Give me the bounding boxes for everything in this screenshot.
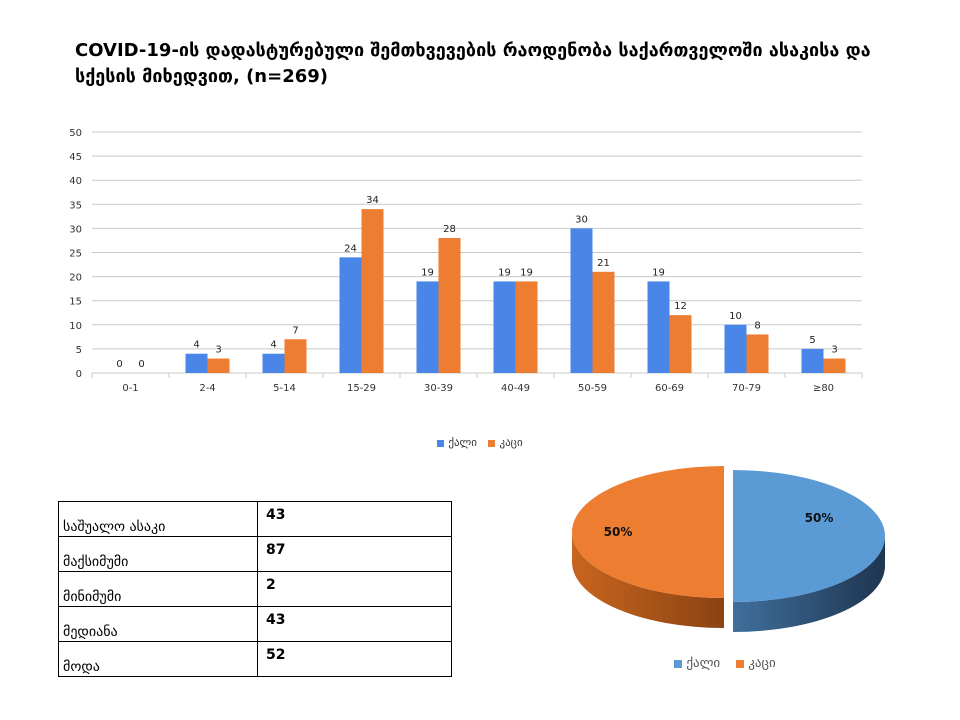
x-tick-label: 60-69: [655, 383, 684, 394]
y-tick-label: 25: [69, 249, 82, 260]
legend-swatch-female: [437, 439, 445, 447]
data-label: 0: [116, 359, 122, 370]
stat-label: მოდა: [58, 641, 258, 677]
data-label: 7: [292, 325, 298, 336]
data-label: 4: [193, 340, 199, 351]
x-tick-label: 0-1: [122, 383, 138, 394]
table-row: მაქსიმუმი 87: [58, 536, 452, 572]
pie-legend-label-male: კაცი: [748, 656, 776, 671]
x-tick-label: 50-59: [578, 383, 607, 394]
bar-male: [669, 315, 692, 373]
pie-slice-female: [733, 470, 885, 602]
stat-value: 52: [257, 641, 452, 677]
x-tick-label: 2-4: [199, 383, 215, 394]
bar-female: [416, 281, 439, 373]
data-label: 3: [831, 345, 837, 356]
stat-label: მინიმუმი: [58, 571, 258, 607]
data-label: 12: [674, 301, 687, 312]
data-label: 3: [215, 345, 221, 356]
data-label: 19: [421, 267, 434, 278]
data-label: 28: [443, 224, 456, 235]
x-tick-label: 5-14: [273, 383, 296, 394]
data-label: 21: [597, 258, 610, 269]
stat-label: მაქსიმუმი: [58, 536, 258, 572]
legend-item-male: კაცი: [488, 436, 523, 449]
pie-legend: ქალი კაცი: [560, 656, 890, 671]
pie-legend-item-male: კაცი: [736, 656, 776, 671]
legend-item-female: ქალი: [437, 436, 477, 449]
pie-slice-side-male: [572, 532, 724, 628]
pie-legend-swatch-female: [674, 659, 683, 668]
stat-value: 43: [257, 501, 452, 537]
bar-female: [570, 228, 593, 373]
y-tick-label: 10: [69, 321, 82, 332]
stat-value: 2: [257, 571, 452, 607]
stat-value: 43: [257, 606, 452, 642]
x-tick-label: 15-29: [347, 383, 376, 394]
bar-female: [185, 353, 208, 373]
bar-legend: ქალი კაცი: [0, 436, 960, 449]
data-label: 19: [498, 267, 511, 278]
bar-female: [339, 257, 362, 373]
bar-male: [746, 334, 769, 373]
x-tick-label: ≥80: [813, 383, 834, 394]
bar-female: [262, 353, 285, 373]
y-tick-label: 20: [69, 273, 82, 284]
chart-title: COVID-19-ის დადასტურებული შემთხვევების რ…: [75, 40, 871, 87]
data-label: 34: [366, 195, 379, 206]
bar-female: [801, 348, 824, 373]
table-row: მედიანა 43: [58, 606, 452, 642]
y-tick-label: 35: [69, 200, 82, 211]
data-label: 24: [344, 243, 357, 254]
y-tick-label: 30: [69, 224, 82, 235]
pie-legend-label-female: ქალი: [686, 656, 721, 671]
pie-legend-swatch-male: [736, 659, 745, 668]
legend-label-male: კაცი: [499, 436, 523, 449]
pie-slice-side-female: [733, 536, 885, 632]
table-row: მოდა 52: [58, 641, 452, 677]
pie-label-male: 50%: [604, 525, 633, 539]
stat-label: მედიანა: [58, 606, 258, 642]
data-label: 8: [754, 320, 760, 331]
data-label: 4: [270, 340, 276, 351]
bar-male: [284, 339, 307, 373]
pie-label-female: 50%: [805, 511, 834, 525]
stat-label: საშუალო ასაკი: [58, 501, 258, 537]
data-label: 19: [520, 267, 533, 278]
legend-label-female: ქალი: [448, 436, 477, 449]
legend-swatch-male: [488, 439, 496, 447]
bar-male: [823, 358, 846, 373]
x-tick-label: 70-79: [732, 383, 761, 394]
pie-slice-male: [572, 466, 724, 598]
x-tick-label: 40-49: [501, 383, 530, 394]
data-label: 19: [652, 267, 665, 278]
stat-value: 87: [257, 536, 452, 572]
bar-female: [724, 324, 747, 373]
bar-male: [515, 281, 538, 373]
y-tick-label: 45: [69, 152, 82, 163]
y-tick-label: 0: [76, 369, 82, 380]
data-label: 5: [809, 335, 815, 346]
y-tick-label: 40: [69, 176, 82, 187]
y-tick-label: 15: [69, 297, 82, 308]
y-tick-label: 5: [76, 345, 82, 356]
pie-chart: 50% 50%: [572, 466, 885, 632]
bar-female: [493, 281, 516, 373]
bar-male: [592, 271, 615, 373]
table-row: საშუალო ასაკი 43: [58, 501, 452, 537]
stats-table: საშუალო ასაკი 43 მაქსიმუმი 87 მინიმუმი 2…: [58, 501, 452, 677]
bar-male: [207, 358, 230, 373]
data-label: 0: [138, 359, 144, 370]
bar-female: [647, 281, 670, 373]
bar-male: [361, 209, 384, 373]
bar-male: [438, 238, 461, 373]
y-tick-label: 50: [69, 128, 82, 139]
data-label: 30: [575, 214, 588, 225]
x-tick-label: 30-39: [424, 383, 453, 394]
pie-legend-item-female: ქალი: [674, 656, 720, 671]
data-label: 10: [729, 311, 742, 322]
table-row: მინიმუმი 2: [58, 571, 452, 607]
